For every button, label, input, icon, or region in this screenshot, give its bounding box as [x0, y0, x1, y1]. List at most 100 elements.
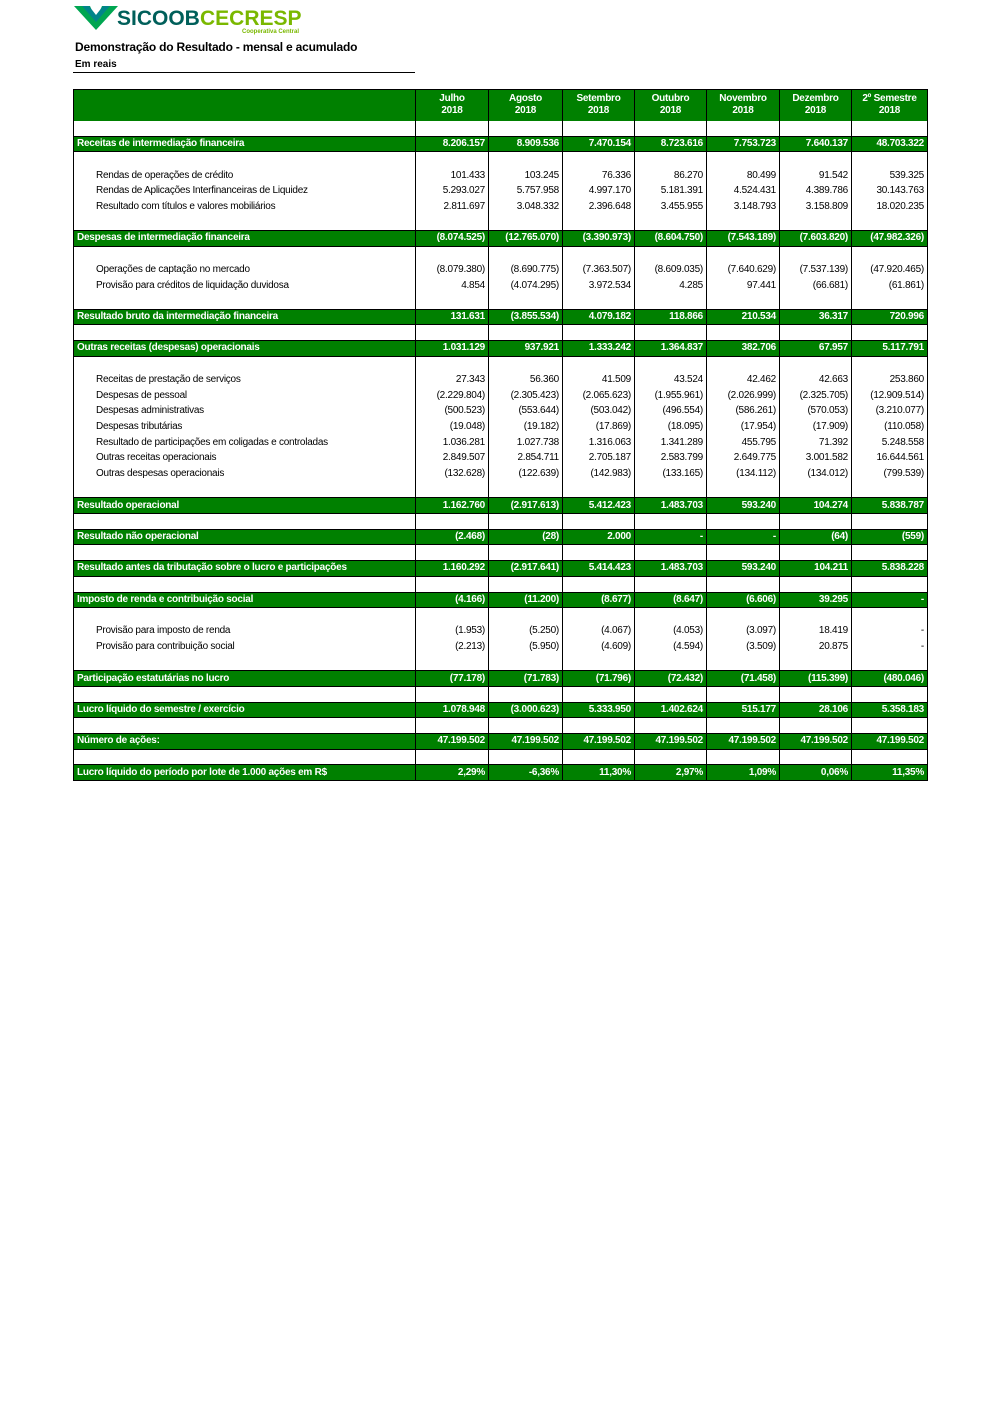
cell-value: 5.838.787	[851, 497, 928, 514]
cell-value: 91.542	[779, 167, 852, 184]
column-year: 2018	[878, 105, 901, 117]
blank-cell	[851, 717, 928, 734]
logo-mark	[74, 6, 118, 30]
blank-cell	[73, 293, 416, 310]
cell-value: (71.796)	[562, 670, 635, 687]
blank-cell	[488, 607, 563, 624]
blank-cell	[562, 576, 635, 593]
cell-value: 210.534	[706, 308, 780, 326]
blank-row	[73, 214, 928, 231]
blank-row	[73, 607, 928, 624]
cell-value: 1.031.129	[415, 340, 489, 357]
blank-cell	[415, 356, 489, 372]
blank-cell	[415, 576, 489, 593]
row-label: Lucro líquido do semestre / exercício	[73, 701, 416, 719]
blank-row	[73, 686, 928, 703]
header-cell: 2º Semestre 2018	[851, 89, 928, 121]
blank-cell	[73, 686, 416, 703]
blank-cell	[634, 544, 707, 561]
cell-value: 1,09%	[706, 764, 780, 782]
rule	[73, 72, 415, 73]
cell-value: (4.067)	[562, 623, 635, 640]
cell-value: 47.199.502	[851, 733, 928, 750]
cell-value: 47.199.502	[562, 733, 635, 750]
cell-value: (8.647)	[634, 591, 707, 609]
blank-cell	[415, 324, 489, 341]
cell-value: -6,36%	[488, 764, 563, 782]
cell-value: 67.957	[779, 340, 852, 357]
cell-value: 5.757.958	[488, 183, 563, 200]
cell-value: (2.065.623)	[562, 387, 635, 404]
cell-value: (12.909.514)	[851, 387, 928, 404]
cell-value: 5.412.423	[562, 497, 635, 514]
cell-value: 7.640.137	[779, 135, 852, 153]
cell-value: 1.036.281	[415, 434, 489, 451]
row-label: Resultado operacional	[73, 497, 416, 514]
column-month: Setembro	[576, 93, 621, 105]
blank-cell	[415, 246, 489, 262]
cell-value: 2,97%	[634, 764, 707, 782]
blank-cell	[488, 576, 563, 593]
column-year: 2018	[732, 105, 754, 117]
cell-value: 2,29%	[415, 764, 489, 782]
cell-value: (559)	[851, 528, 928, 546]
cell-value: (1.953)	[415, 623, 489, 640]
cell-value: 28.106	[779, 701, 852, 719]
cell-value: (500.523)	[415, 403, 489, 420]
subtitle: Em reais	[75, 59, 117, 70]
blank-cell	[851, 749, 928, 765]
blank-cell	[706, 717, 780, 734]
blank-row	[73, 293, 928, 310]
cell-value: 43.524	[634, 372, 707, 388]
blank-cell	[706, 749, 780, 765]
cell-value: (3.390.973)	[562, 230, 635, 247]
blank-cell	[634, 749, 707, 765]
blank-cell	[415, 717, 489, 734]
cell-value: (133.165)	[634, 466, 707, 483]
column-year: 2018	[804, 105, 827, 117]
item-row: Receitas de prestação de serviços 27.343 5…	[73, 372, 928, 388]
income-statement: Julho 2018 Agosto 2018 Setembro 2018 Outubro 20…	[73, 89, 928, 782]
column-year: 2018	[659, 105, 682, 117]
blank-cell	[488, 120, 563, 137]
header-cell: Agosto 2018	[488, 89, 563, 121]
blank-cell	[851, 576, 928, 593]
row-label: Despesas administrativas	[73, 403, 416, 420]
cell-value: (3.000.623)	[488, 701, 563, 719]
cell-value: 1.402.624	[634, 701, 707, 719]
cell-value: (2.917.641)	[488, 560, 563, 577]
cell-value: 42.663	[779, 372, 852, 388]
item-row: Rendas de Aplicações Interfinanceiras de…	[73, 183, 928, 200]
cell-value: (5.950)	[488, 639, 563, 655]
row-label: Número de ações:	[73, 733, 416, 750]
cell-value: 71.392	[779, 434, 852, 451]
cell-value: 1.078.948	[415, 701, 489, 719]
blank-cell	[488, 513, 563, 530]
row-label: Resultado não operacional	[73, 528, 416, 546]
blank-cell	[851, 151, 928, 168]
blank-cell	[562, 151, 635, 168]
blank-cell	[73, 120, 416, 137]
cell-value: 18.020.235	[851, 199, 928, 215]
blank-cell	[706, 482, 780, 498]
blank-cell	[488, 214, 563, 231]
blank-cell	[634, 356, 707, 372]
blank-cell	[73, 654, 416, 671]
blank-cell	[706, 214, 780, 231]
cell-value: 3.972.534	[562, 277, 635, 294]
cell-value: (7.543.189)	[706, 230, 780, 247]
cell-value: 11,30%	[562, 764, 635, 782]
column-year: 2018	[587, 105, 610, 117]
cell-value: 5.117.791	[851, 340, 928, 357]
blank-cell	[562, 544, 635, 561]
cell-value: 3.001.582	[779, 450, 852, 467]
blank-cell	[562, 749, 635, 765]
cell-value: 4.854	[415, 277, 489, 294]
cell-value: 4.079.182	[562, 308, 635, 326]
cell-value: -	[851, 623, 928, 640]
cell-value: 118.866	[634, 308, 707, 326]
column-month: Dezembro	[792, 93, 839, 105]
blank-cell	[706, 576, 780, 593]
blank-cell	[73, 214, 416, 231]
blank-cell	[706, 686, 780, 703]
